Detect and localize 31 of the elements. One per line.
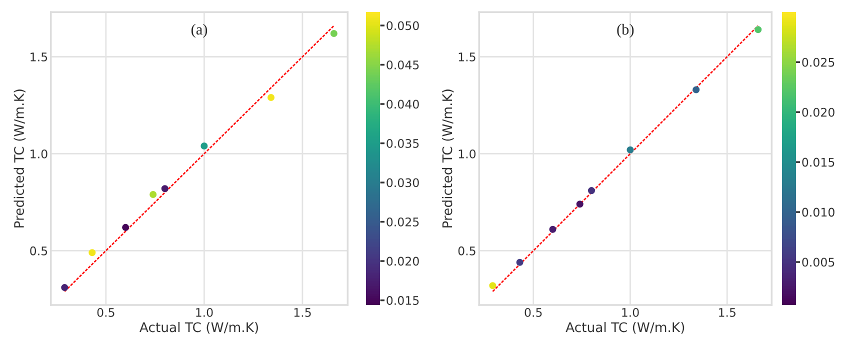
y-tick-label: 0.5 [458,246,476,256]
y-tick-label: 0.5 [30,246,48,256]
color-bar-label: 0.040 [386,100,419,109]
color-bar-label: 0.050 [386,21,419,30]
y-axis-title: Predicted TC (W/m.K) [14,90,26,228]
color-bar-label: 0.035 [386,138,419,148]
x-tick-label: 1.5 [294,308,311,317]
color-bar-label: 0.045 [386,60,419,70]
x-tick-label: 0.5 [97,308,114,317]
x-axis-title: Actual TC (W/m.K) [566,322,684,334]
text: (a) [191,24,208,38]
text: (b) [617,24,634,38]
x-tick-label: 0.5 [524,308,542,317]
color-bar-label: 0.025 [802,58,834,67]
x-axis-title: Actual TC (W/m.K) [140,322,258,334]
color-bar-label: 0.015 [386,296,419,305]
color-bar-label: 0.020 [386,256,419,266]
x-tick-label: 1.0 [622,308,639,317]
x-tick-label: 1.0 [196,308,213,317]
color-bar-label: 0.030 [386,178,419,188]
y-axis-title: Predicted TC (W/m.K) [442,90,454,228]
color-bar-label: 0.015 [802,158,834,167]
color-bar-label: 0.025 [386,218,419,226]
color-bar-label: 0.020 [802,108,834,117]
y-tick-label: 1.0 [30,149,48,158]
y-tick-label: 1.0 [458,149,476,158]
x-tick-label: 1.5 [719,308,736,317]
y-tick-label: 1.5 [30,52,48,62]
y-tick-label: 1.5 [458,52,476,62]
color-bar-label: 0.010 [802,208,834,217]
color-bar-label: 0.005 [802,258,834,267]
